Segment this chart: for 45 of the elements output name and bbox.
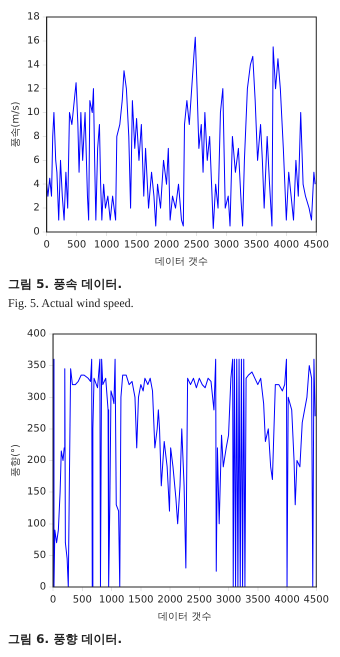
y-tick-label: 150 bbox=[26, 486, 46, 498]
x-tick-label: 4500 bbox=[304, 594, 329, 606]
x-tick-label: 3000 bbox=[214, 240, 240, 251]
x-tick-label: 2000 bbox=[157, 594, 183, 606]
caption: 그림 6. 풍향 데이터. bbox=[8, 631, 123, 648]
x-axis-title: 데이터 갯수 bbox=[154, 256, 208, 268]
y-tick-label: 0 bbox=[40, 582, 46, 593]
x-tick-label: 1500 bbox=[128, 594, 154, 606]
y-tick-label: 250 bbox=[26, 423, 46, 434]
x-tick-label: 500 bbox=[72, 594, 92, 606]
x-tick-label: 1000 bbox=[98, 594, 124, 606]
caption: Fig. 5. Actual wind speed. bbox=[8, 296, 135, 311]
y-tick-label: 50 bbox=[33, 550, 46, 561]
y-tick-label: 0 bbox=[33, 226, 40, 238]
x-tick-label: 500 bbox=[67, 240, 86, 251]
x-tick-label: 3000 bbox=[216, 594, 242, 606]
x-tick-label: 3500 bbox=[245, 594, 271, 606]
x-tick-label: 2500 bbox=[184, 240, 210, 251]
y-tick-label: 6 bbox=[33, 154, 40, 166]
x-tick-label: 3500 bbox=[244, 240, 270, 251]
y-tick-label: 16 bbox=[26, 35, 40, 46]
y-tick-label: 18 bbox=[26, 12, 40, 23]
y-axis-title: 풍향(°) bbox=[10, 444, 22, 477]
y-tick-label: 200 bbox=[26, 455, 46, 466]
x-tick-label: 1000 bbox=[94, 240, 120, 251]
y-axis-title: 풍속(m/s) bbox=[10, 101, 22, 148]
x-tick-label: 4500 bbox=[304, 240, 329, 251]
caption: 그림 5. 풍속 데이터. bbox=[8, 276, 123, 293]
x-axis-title: 데이터 갯수 bbox=[158, 612, 212, 623]
y-tick-label: 8 bbox=[33, 131, 40, 142]
x-tick-label: 4000 bbox=[274, 594, 300, 606]
y-tick-label: 100 bbox=[26, 518, 46, 530]
x-tick-label: 2500 bbox=[186, 594, 212, 606]
y-tick-label: 300 bbox=[26, 392, 46, 403]
x-tick-label: 2000 bbox=[154, 240, 180, 251]
x-tick-label: 0 bbox=[50, 594, 56, 606]
y-tick-label: 14 bbox=[26, 59, 40, 70]
y-tick-label: 2 bbox=[33, 202, 40, 214]
y-tick-label: 4 bbox=[33, 178, 40, 190]
x-tick-label: 4000 bbox=[274, 240, 300, 251]
x-tick-label: 1500 bbox=[124, 240, 150, 251]
y-tick-label: 10 bbox=[26, 107, 40, 118]
y-tick-label: 350 bbox=[26, 360, 46, 372]
y-tick-label: 12 bbox=[26, 83, 40, 94]
y-tick-label: 400 bbox=[26, 328, 46, 340]
